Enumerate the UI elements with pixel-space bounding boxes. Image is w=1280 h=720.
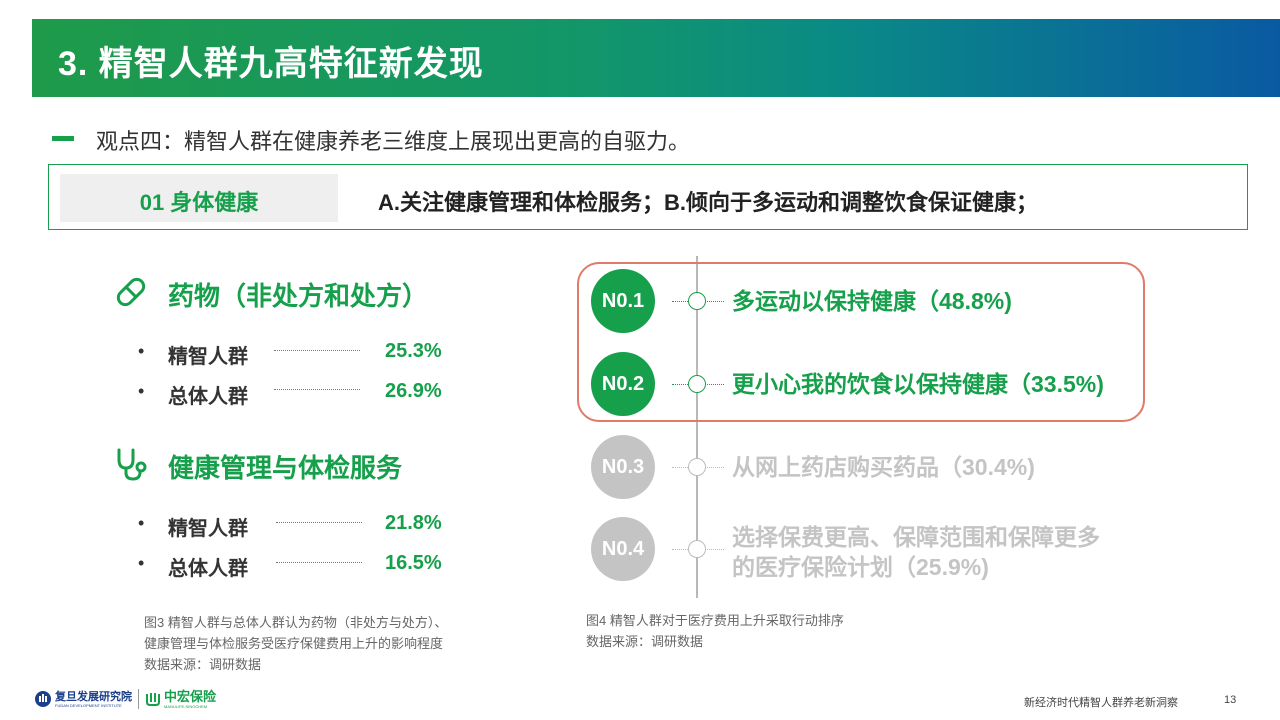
zhonghong-emblem-icon bbox=[146, 693, 160, 706]
logo-divider bbox=[138, 689, 139, 709]
timeline-node bbox=[688, 458, 706, 476]
caption-source: 数据来源：调研数据 bbox=[144, 657, 262, 672]
row-label: 总体人群 bbox=[168, 558, 248, 580]
timeline-node bbox=[688, 292, 706, 310]
report-title: 新经济时代精智人群养老新洞察 bbox=[1024, 697, 1178, 709]
fudan-name: 复旦发展研究院 bbox=[55, 690, 132, 703]
dotted-leader bbox=[276, 562, 362, 563]
dotted-leader bbox=[274, 350, 360, 351]
page-title: 3. 精智人群九高特征新发现 bbox=[58, 45, 484, 83]
rank-text: 从网上药店购买药品（30.4%) bbox=[732, 454, 1035, 480]
fudan-emblem-icon bbox=[35, 691, 51, 707]
timeline-node bbox=[688, 540, 706, 558]
row-value: 25.3% bbox=[385, 340, 442, 362]
category-description: A.关注健康管理和体检服务；B.倾向于多运动和调整饮食保证健康； bbox=[378, 190, 1039, 215]
rank-text: 更小心我的饮食以保持健康（33.5%) bbox=[732, 371, 1104, 397]
timeline-node bbox=[688, 375, 706, 393]
rank-badge: N0.4 bbox=[591, 517, 655, 581]
pill-icon bbox=[116, 277, 146, 307]
row-value: 26.9% bbox=[385, 380, 442, 402]
manulife-sinochem-logo: 中宏保险 MANULIFE-SINOCHEM bbox=[145, 688, 217, 709]
stethoscope-icon bbox=[117, 448, 147, 481]
row-label: 总体人群 bbox=[168, 386, 248, 408]
zhonghong-subtitle: MANULIFE-SINOCHEM bbox=[164, 703, 208, 709]
footer-logos: 复旦发展研究院 FUDAN DEVELOPMENT INSTITUTE 中宏保险… bbox=[34, 689, 216, 709]
rank-text-line: 选择保费更高、保障范围和保障更多 bbox=[732, 524, 1100, 550]
fudan-logo: 复旦发展研究院 FUDAN DEVELOPMENT INSTITUTE bbox=[34, 690, 132, 708]
list-bullet: • bbox=[138, 513, 145, 533]
row-label: 精智人群 bbox=[168, 346, 248, 368]
caption-source: 数据来源：调研数据 bbox=[586, 634, 704, 649]
category-label: 01 身体健康 bbox=[139, 190, 259, 215]
caption-line: 健康管理与体检服务受医疗保健费用上升的影响程度 bbox=[144, 636, 444, 651]
timeline-line bbox=[696, 256, 698, 598]
row-value: 16.5% bbox=[385, 552, 442, 574]
dotted-leader bbox=[274, 389, 360, 390]
page-number: 13 bbox=[1224, 694, 1237, 706]
viewpoint-marker bbox=[52, 136, 74, 141]
caption-line: 图4 精智人群对于医疗费用上升采取行动排序 bbox=[586, 613, 844, 628]
row-label: 精智人群 bbox=[168, 518, 248, 540]
row-value: 21.8% bbox=[385, 512, 442, 534]
zhonghong-name: 中宏保险 bbox=[164, 688, 217, 704]
highlight-box bbox=[577, 262, 1145, 422]
list-bullet: • bbox=[138, 553, 145, 573]
section-title-medicine: 药物（非处方和处方） bbox=[168, 281, 429, 311]
caption-line: 图3 精智人群与总体人群认为药物（非处方与处方）、 bbox=[144, 615, 448, 630]
viewpoint-text: 观点四：精智人群在健康养老三维度上展现出更高的自驱力。 bbox=[96, 129, 691, 154]
rank-badge: N0.1 bbox=[591, 269, 655, 333]
rank-text: 多运动以保持健康（48.8%) bbox=[732, 288, 1012, 314]
fudan-subtitle: FUDAN DEVELOPMENT INSTITUTE bbox=[55, 702, 122, 708]
list-bullet: • bbox=[138, 381, 145, 401]
rank-text-line: 的医疗保险计划（25.9%) bbox=[732, 554, 989, 580]
category-label-background bbox=[60, 174, 338, 222]
title-bar bbox=[32, 19, 1280, 97]
rank-badge: N0.2 bbox=[591, 352, 655, 416]
dotted-leader bbox=[276, 522, 362, 523]
figure-caption-4: 图4 精智人群对于医疗费用上升采取行动排序 数据来源：调研数据 bbox=[586, 610, 844, 652]
rank-badge: N0.3 bbox=[591, 435, 655, 499]
section-title-health-management: 健康管理与体检服务 bbox=[168, 453, 403, 483]
figure-caption-3: 图3 精智人群与总体人群认为药物（非处方与处方）、 健康管理与体检服务受医疗保健… bbox=[144, 612, 447, 675]
list-bullet: • bbox=[138, 341, 145, 361]
category-bar bbox=[48, 164, 1248, 230]
rank-text: 选择保费更高、保障范围和保障更多 的医疗保险计划（25.9%) bbox=[732, 522, 1100, 582]
